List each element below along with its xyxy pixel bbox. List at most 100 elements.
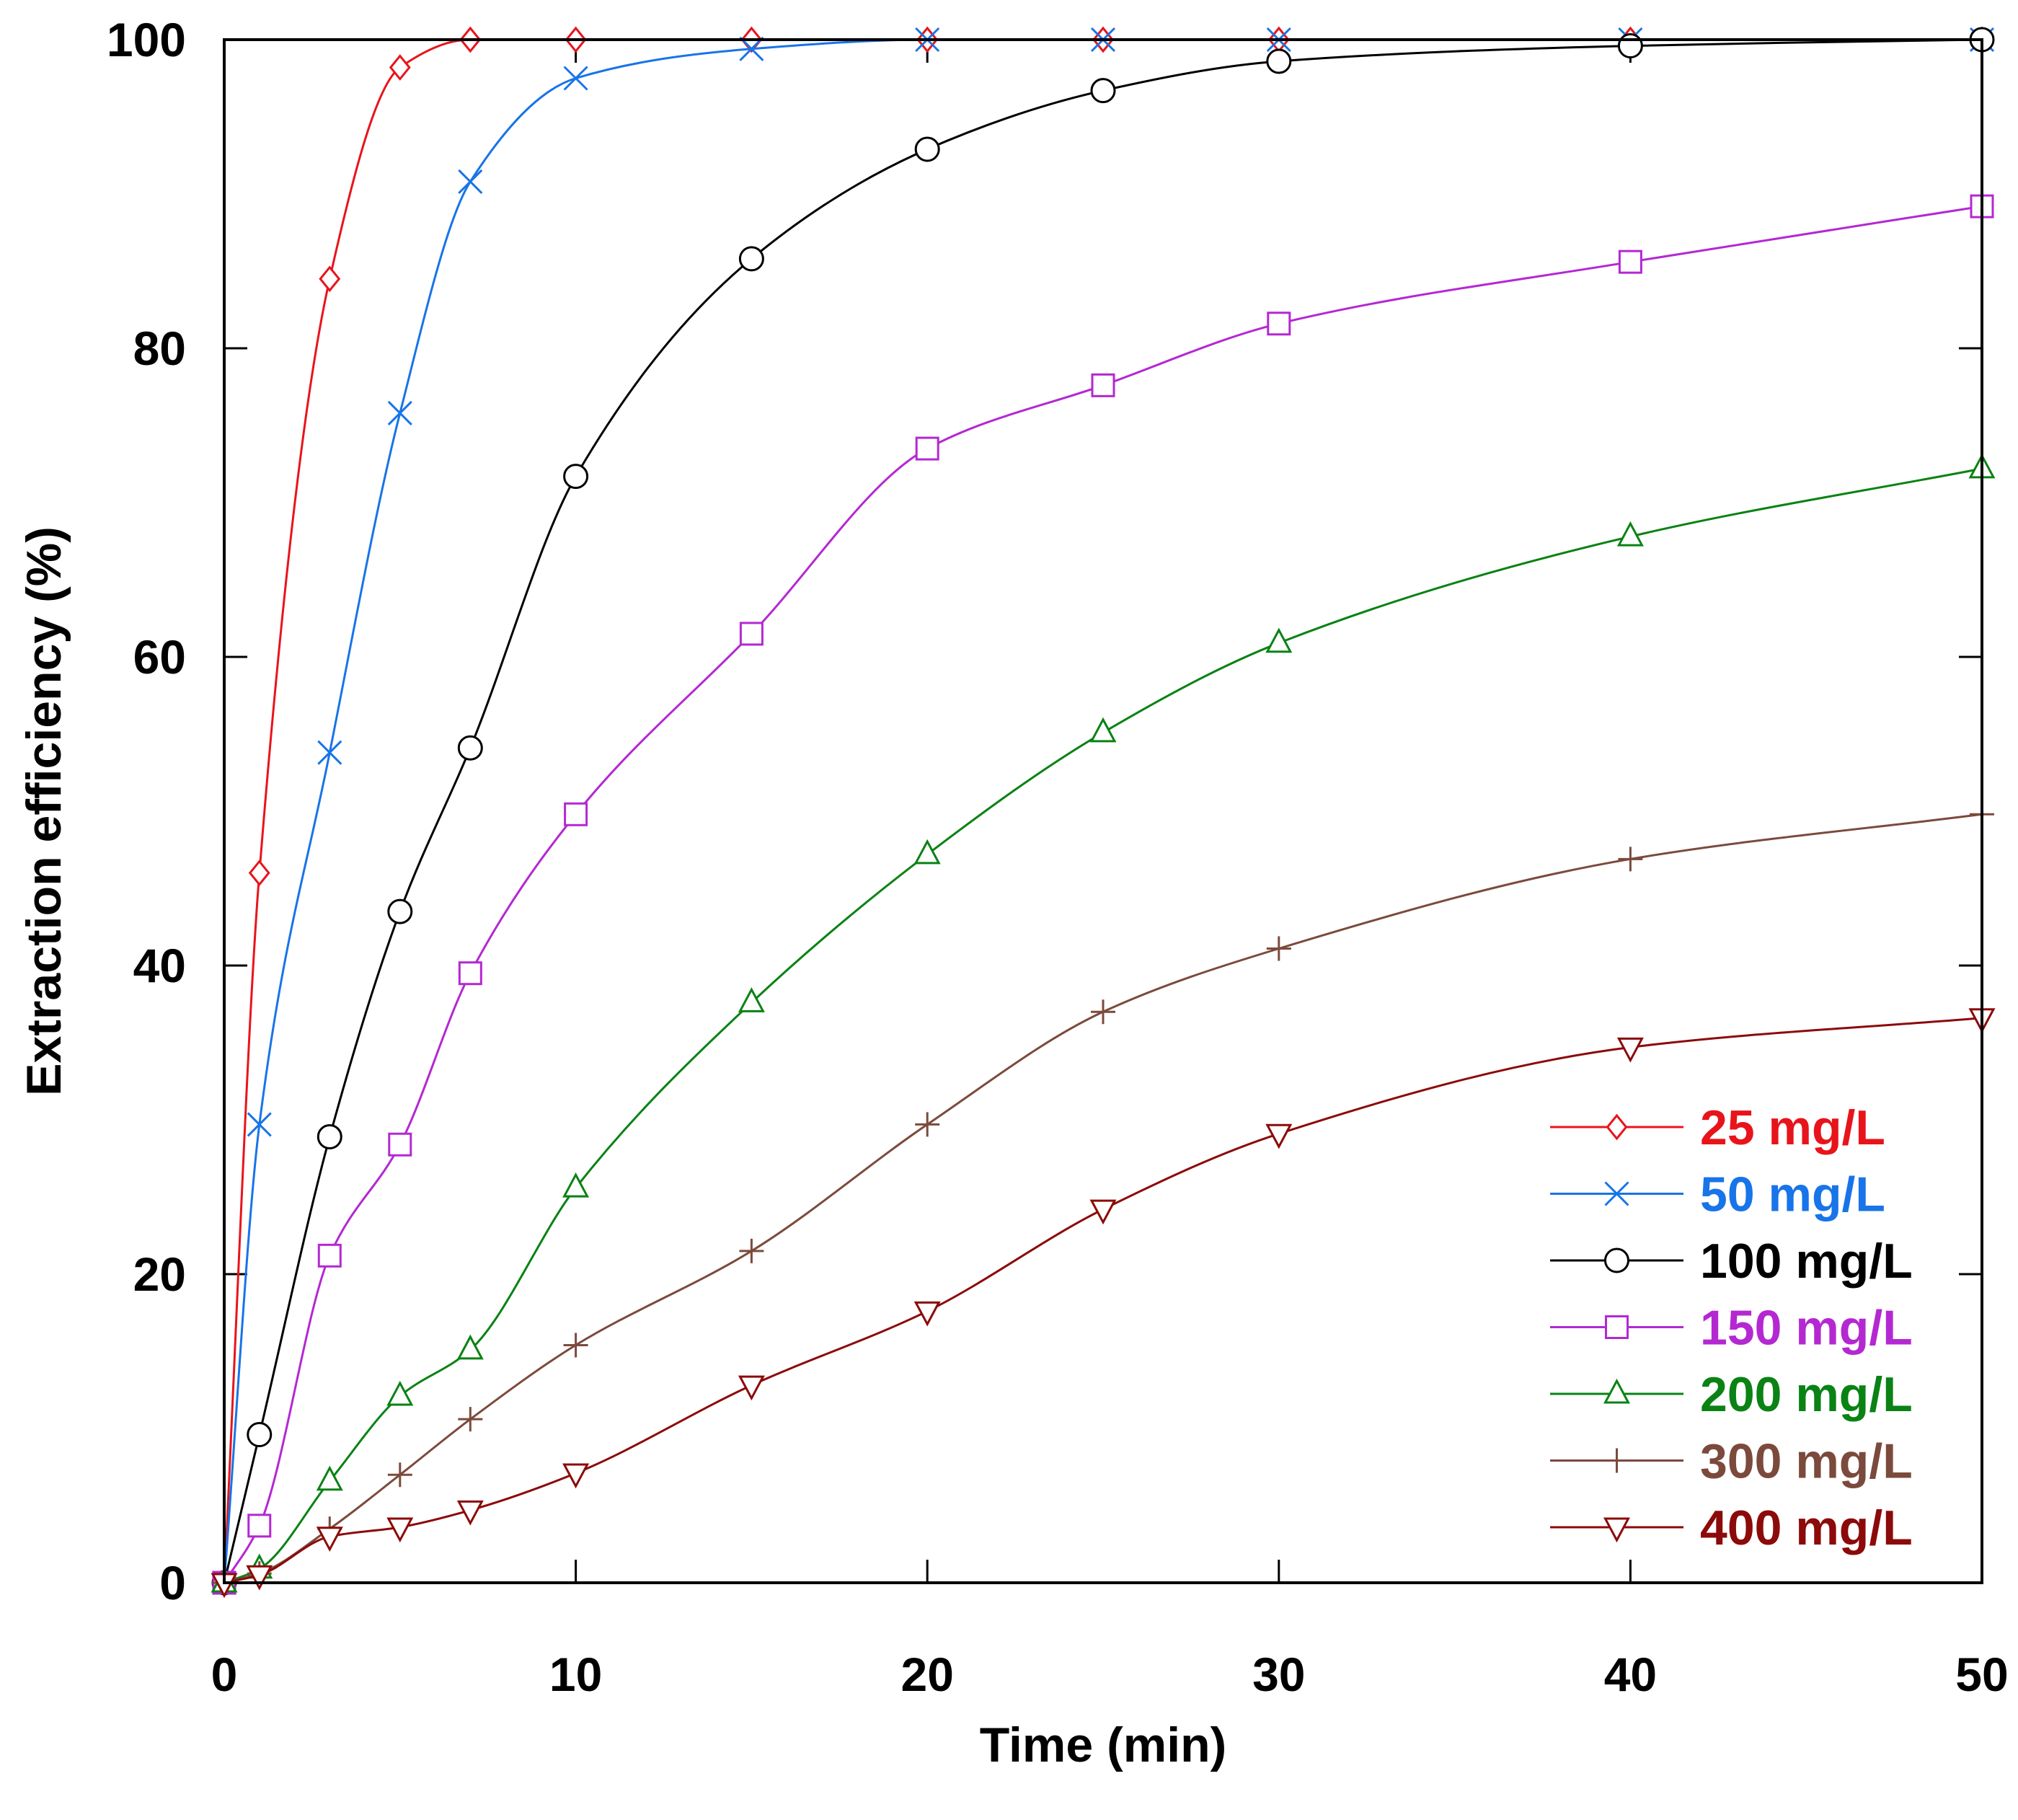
series-line-200-mg-l bbox=[224, 467, 1983, 1584]
data-point-400-mg-l bbox=[246, 1565, 273, 1591]
data-point-150-mg-l bbox=[317, 1243, 342, 1268]
data-point-100-mg-l bbox=[914, 136, 940, 162]
legend-item-300-mg-l: 300 mg/L bbox=[1550, 1434, 1913, 1489]
series-400-mg-l bbox=[211, 1008, 1996, 1599]
x-tick-label: 40 bbox=[1604, 1648, 1657, 1701]
y-tick-label: 0 bbox=[159, 1556, 186, 1609]
legend-marker bbox=[1604, 1181, 1629, 1206]
data-point-50-mg-l bbox=[387, 400, 412, 425]
data-point-100-mg-l bbox=[1090, 78, 1116, 104]
legend-label: 150 mg/L bbox=[1700, 1301, 1913, 1356]
x-tick-label: 20 bbox=[900, 1648, 953, 1701]
x-tick-label: 50 bbox=[1955, 1648, 2008, 1701]
data-point-50-mg-l bbox=[739, 36, 764, 61]
y-tick-label: 40 bbox=[133, 939, 186, 992]
y-tick-label: 80 bbox=[133, 322, 186, 375]
legend-label: 400 mg/L bbox=[1700, 1501, 1913, 1555]
data-point-400-mg-l bbox=[1265, 1123, 1293, 1149]
data-point-300-mg-l bbox=[1091, 999, 1115, 1025]
data-point-200-mg-l bbox=[562, 1172, 590, 1198]
data-point-50-mg-l bbox=[247, 1112, 272, 1137]
legend-label: 300 mg/L bbox=[1700, 1434, 1913, 1489]
data-point-100-mg-l bbox=[563, 464, 589, 490]
y-axis-ticks: 0 20 40 60 80 100 bbox=[107, 13, 1982, 1609]
data-point-25-mg-l bbox=[389, 54, 411, 81]
data-point-100-mg-l bbox=[1266, 48, 1292, 74]
data-point-150-mg-l bbox=[1091, 373, 1115, 397]
series-line-300-mg-l bbox=[224, 813, 1983, 1584]
data-point-300-mg-l bbox=[563, 1333, 588, 1358]
series-layer bbox=[211, 26, 1996, 1599]
data-point-400-mg-l bbox=[1089, 1199, 1117, 1225]
data-point-150-mg-l bbox=[915, 436, 939, 461]
data-point-300-mg-l bbox=[458, 1407, 483, 1432]
legend-item-50-mg-l: 50 mg/L bbox=[1550, 1167, 1885, 1222]
data-point-150-mg-l bbox=[739, 622, 764, 646]
data-point-400-mg-l bbox=[1616, 1037, 1644, 1063]
legend-marker bbox=[1603, 1517, 1630, 1543]
legend-marker bbox=[1605, 1315, 1629, 1339]
data-point-300-mg-l bbox=[1266, 936, 1291, 961]
x-tick-label: 0 bbox=[211, 1648, 238, 1701]
data-point-400-mg-l bbox=[738, 1375, 765, 1401]
y-tick-label: 20 bbox=[133, 1247, 186, 1301]
data-point-25-mg-l bbox=[319, 265, 341, 293]
legend-marker bbox=[1606, 1113, 1628, 1141]
data-point-150-mg-l bbox=[564, 802, 588, 826]
legend-label: 200 mg/L bbox=[1700, 1367, 1913, 1422]
data-point-200-mg-l bbox=[738, 987, 765, 1012]
legend: 25 mg/L 50 mg/L 100 mg/L 150 mg/L 200 mg/L 30… bbox=[1550, 1100, 1913, 1555]
legend-item-100-mg-l: 100 mg/L bbox=[1550, 1234, 1913, 1289]
x-tick-label: 10 bbox=[549, 1648, 602, 1701]
y-tick-label: 60 bbox=[133, 630, 186, 684]
data-point-400-mg-l bbox=[316, 1527, 343, 1552]
data-point-50-mg-l bbox=[563, 66, 588, 91]
data-point-300-mg-l bbox=[1618, 847, 1643, 872]
legend-marker bbox=[1603, 1378, 1630, 1404]
data-point-300-mg-l bbox=[387, 1462, 412, 1488]
x-axis-title: Time (min) bbox=[980, 1718, 1227, 1772]
data-point-100-mg-l bbox=[738, 246, 764, 272]
data-point-50-mg-l bbox=[317, 740, 342, 765]
data-point-200-mg-l bbox=[1616, 521, 1644, 547]
data-point-200-mg-l bbox=[1089, 717, 1117, 743]
data-point-150-mg-l bbox=[247, 1514, 272, 1538]
data-point-100-mg-l bbox=[457, 735, 483, 761]
data-point-100-mg-l bbox=[317, 1124, 342, 1150]
y-tick-label: 100 bbox=[107, 13, 186, 66]
y-axis-title: Extraction efficiency (%) bbox=[17, 526, 71, 1096]
x-tick-label: 30 bbox=[1252, 1648, 1305, 1701]
legend-marker bbox=[1604, 1448, 1629, 1473]
data-point-25-mg-l bbox=[248, 860, 270, 886]
data-point-150-mg-l bbox=[458, 961, 482, 986]
legend-marker bbox=[1604, 1247, 1629, 1273]
data-point-200-mg-l bbox=[456, 1334, 484, 1360]
data-point-150-mg-l bbox=[1267, 312, 1291, 336]
legend-label: 100 mg/L bbox=[1700, 1234, 1913, 1289]
data-point-200-mg-l bbox=[386, 1380, 414, 1406]
data-point-100-mg-l bbox=[1617, 33, 1643, 59]
legend-item-25-mg-l: 25 mg/L bbox=[1550, 1100, 1885, 1155]
data-point-400-mg-l bbox=[562, 1463, 590, 1489]
data-point-400-mg-l bbox=[456, 1500, 484, 1526]
data-point-300-mg-l bbox=[739, 1238, 764, 1263]
legend-item-150-mg-l: 150 mg/L bbox=[1550, 1301, 1913, 1356]
x-axis-ticks: 0 10 20 30 40 50 bbox=[211, 40, 2009, 1701]
data-point-200-mg-l bbox=[1265, 627, 1293, 653]
data-point-400-mg-l bbox=[386, 1517, 414, 1543]
data-point-400-mg-l bbox=[913, 1301, 941, 1327]
data-point-200-mg-l bbox=[316, 1465, 343, 1491]
series-line-400-mg-l bbox=[224, 1017, 1983, 1584]
data-point-50-mg-l bbox=[458, 169, 483, 194]
legend-label: 25 mg/L bbox=[1700, 1100, 1885, 1155]
data-point-100-mg-l bbox=[387, 898, 413, 924]
data-point-150-mg-l bbox=[388, 1132, 412, 1157]
legend-item-200-mg-l: 200 mg/L bbox=[1550, 1367, 1913, 1422]
data-point-200-mg-l bbox=[913, 839, 941, 865]
data-point-150-mg-l bbox=[1618, 249, 1642, 274]
data-point-100-mg-l bbox=[247, 1422, 273, 1448]
plot-frame bbox=[223, 38, 1983, 1584]
legend-item-400-mg-l: 400 mg/L bbox=[1550, 1501, 1913, 1555]
